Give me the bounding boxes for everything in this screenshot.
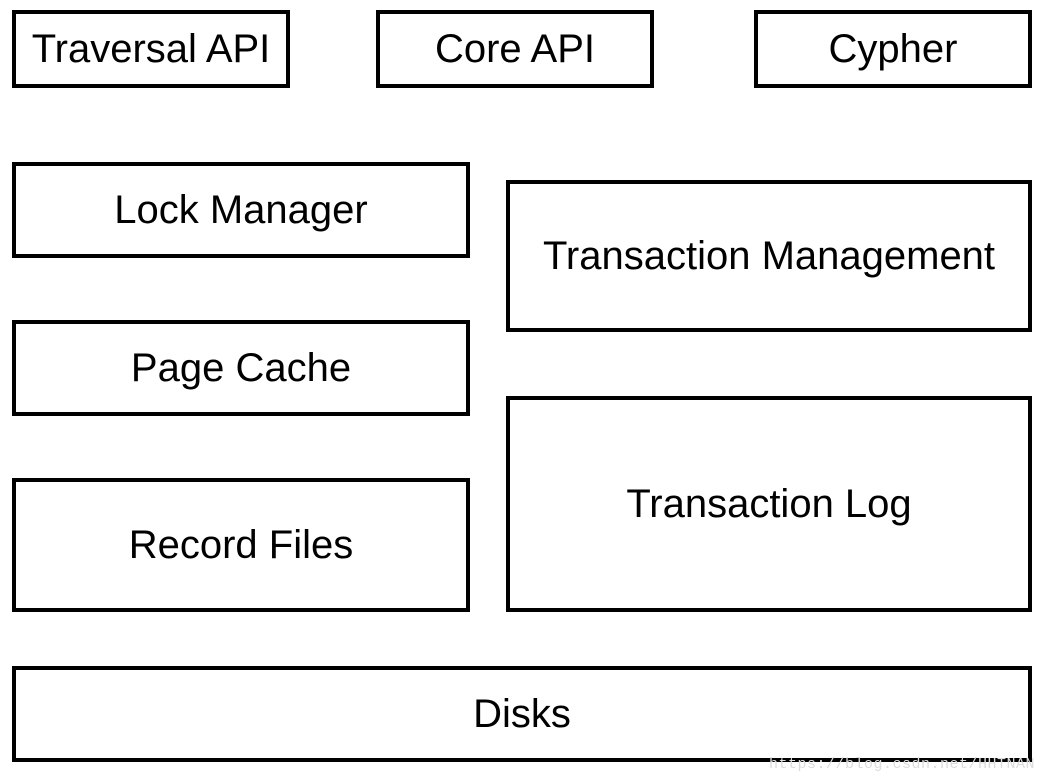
- box-label: Cypher: [829, 27, 958, 72]
- watermark-text: https://blog.csdn.net/HHTNAN: [769, 756, 1035, 773]
- box-label: Transaction Management: [543, 234, 995, 279]
- box-label: Lock Manager: [114, 188, 367, 233]
- box-page-cache: Page Cache: [12, 320, 470, 416]
- box-traversal-api: Traversal API: [12, 10, 290, 88]
- box-transaction-log: Transaction Log: [506, 396, 1032, 612]
- box-lock-manager: Lock Manager: [12, 162, 470, 258]
- box-label: Traversal API: [32, 27, 271, 72]
- box-label: Core API: [435, 27, 595, 72]
- box-cypher: Cypher: [754, 10, 1032, 88]
- box-transaction-management: Transaction Management: [506, 180, 1032, 332]
- box-record-files: Record Files: [12, 478, 470, 612]
- box-disks: Disks: [12, 666, 1032, 762]
- box-label: Record Files: [129, 523, 354, 568]
- box-core-api: Core API: [376, 10, 654, 88]
- box-label: Transaction Log: [626, 482, 911, 527]
- box-label: Page Cache: [131, 346, 351, 391]
- box-label: Disks: [473, 692, 571, 737]
